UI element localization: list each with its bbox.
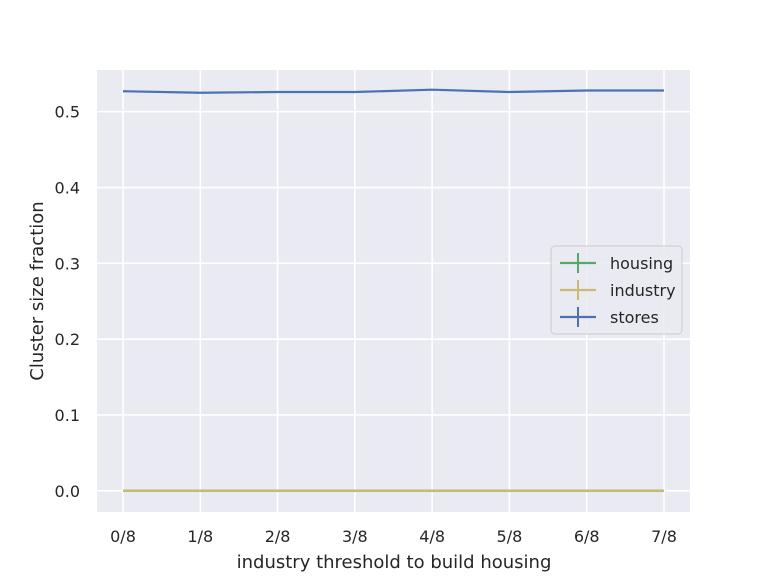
x-tick-label: 4/8: [419, 527, 445, 546]
y-tick-labels: 0.0 0.1 0.2 0.3 0.4 0.5: [55, 103, 80, 501]
x-tick-label: 1/8: [187, 527, 213, 546]
legend-label-industry: industry: [610, 281, 676, 300]
x-tick-label: 3/8: [342, 527, 368, 546]
y-tick-label: 0.5: [55, 103, 80, 122]
legend-label-stores: stores: [610, 308, 659, 327]
series-lines: [122, 88, 664, 492]
y-axis-label: Cluster size fraction: [27, 201, 48, 380]
y-tick-label: 0.0: [55, 482, 80, 501]
x-tick-label: 5/8: [497, 527, 523, 546]
y-tick-label: 0.3: [55, 254, 80, 273]
x-tick-label: 2/8: [265, 527, 291, 546]
y-tick-label: 0.1: [55, 406, 80, 425]
x-tick-labels: 0/8 1/8 2/8 3/8 4/8 5/8 6/8 7/8: [110, 527, 677, 546]
series-line-stores: [122, 88, 664, 94]
legend-label-housing: housing: [610, 254, 673, 273]
legend: housing industry stores: [550, 245, 683, 335]
x-tick-label: 7/8: [651, 527, 677, 546]
x-axis-label: industry threshold to build housing: [237, 552, 552, 573]
y-tick-label: 0.2: [55, 330, 80, 349]
y-tick-label: 0.4: [55, 179, 80, 198]
legend-box: [550, 245, 683, 335]
x-tick-label: 6/8: [574, 527, 600, 546]
x-tick-label: 0/8: [110, 527, 136, 546]
